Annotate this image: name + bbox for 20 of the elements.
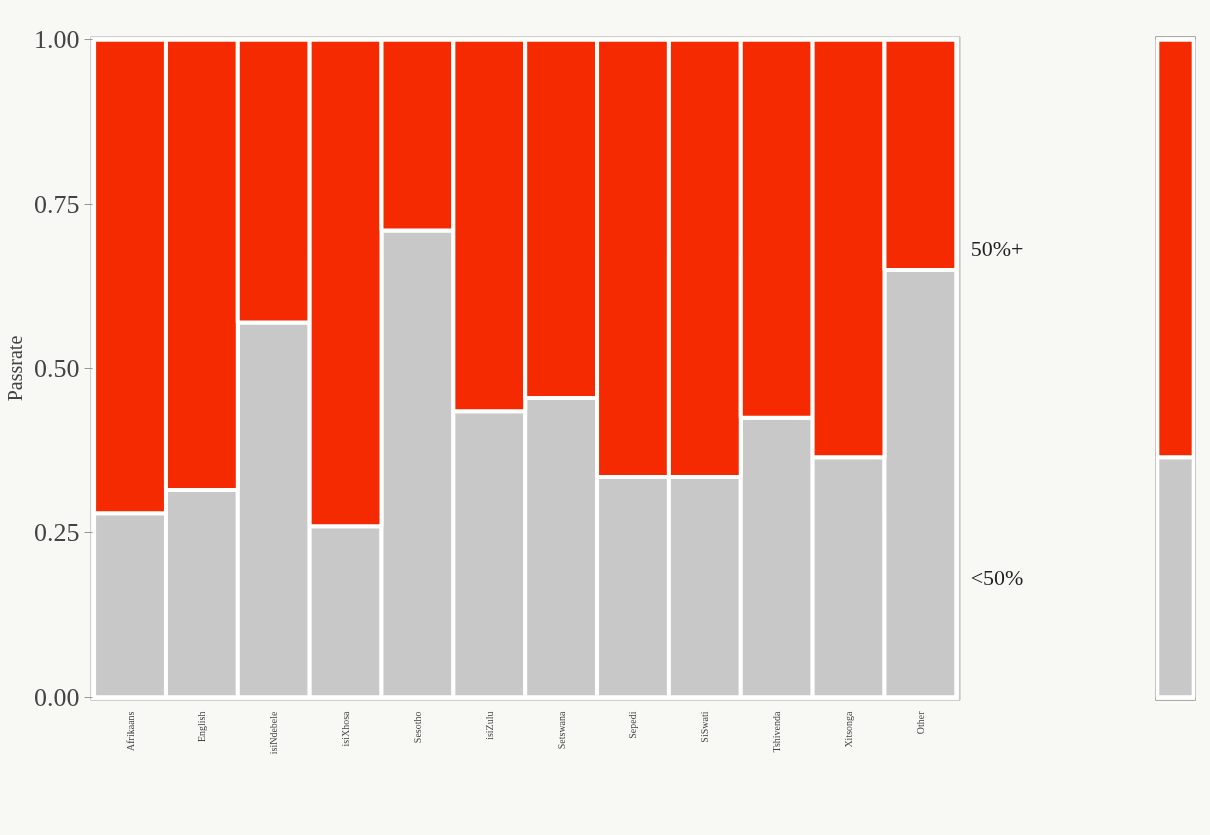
x-tick-label: Other	[914, 710, 926, 735]
x-tick-label: Sesotho	[411, 711, 423, 744]
y-tick-label: 0.25	[34, 518, 80, 548]
series-label: <50%	[970, 564, 1024, 590]
x-tick-label: SiSwati	[699, 711, 711, 743]
x-tick-label: English	[196, 711, 208, 743]
y-tick-label: 0.00	[34, 682, 80, 712]
y-axis-title: Passrate	[4, 335, 26, 402]
y-tick-label: 0.75	[34, 189, 80, 219]
y-tick-label: 0.50	[34, 354, 80, 383]
x-tick-label: isiZulu	[483, 711, 495, 740]
x-tick-label: Tshivenda	[771, 710, 783, 753]
x-tick-label: Sepedi	[627, 711, 639, 739]
y-tick-label: 1.00	[34, 25, 80, 55]
series-label: 50%+	[970, 236, 1024, 262]
x-tick-label: Setswana	[555, 710, 567, 750]
x-tick-label: isiXhosa	[340, 710, 352, 747]
x-tick-label: isiNdebele	[268, 710, 280, 755]
x-tick-label: Xitsonga	[843, 710, 855, 748]
x-tick-label: Afrikaans	[124, 711, 136, 751]
